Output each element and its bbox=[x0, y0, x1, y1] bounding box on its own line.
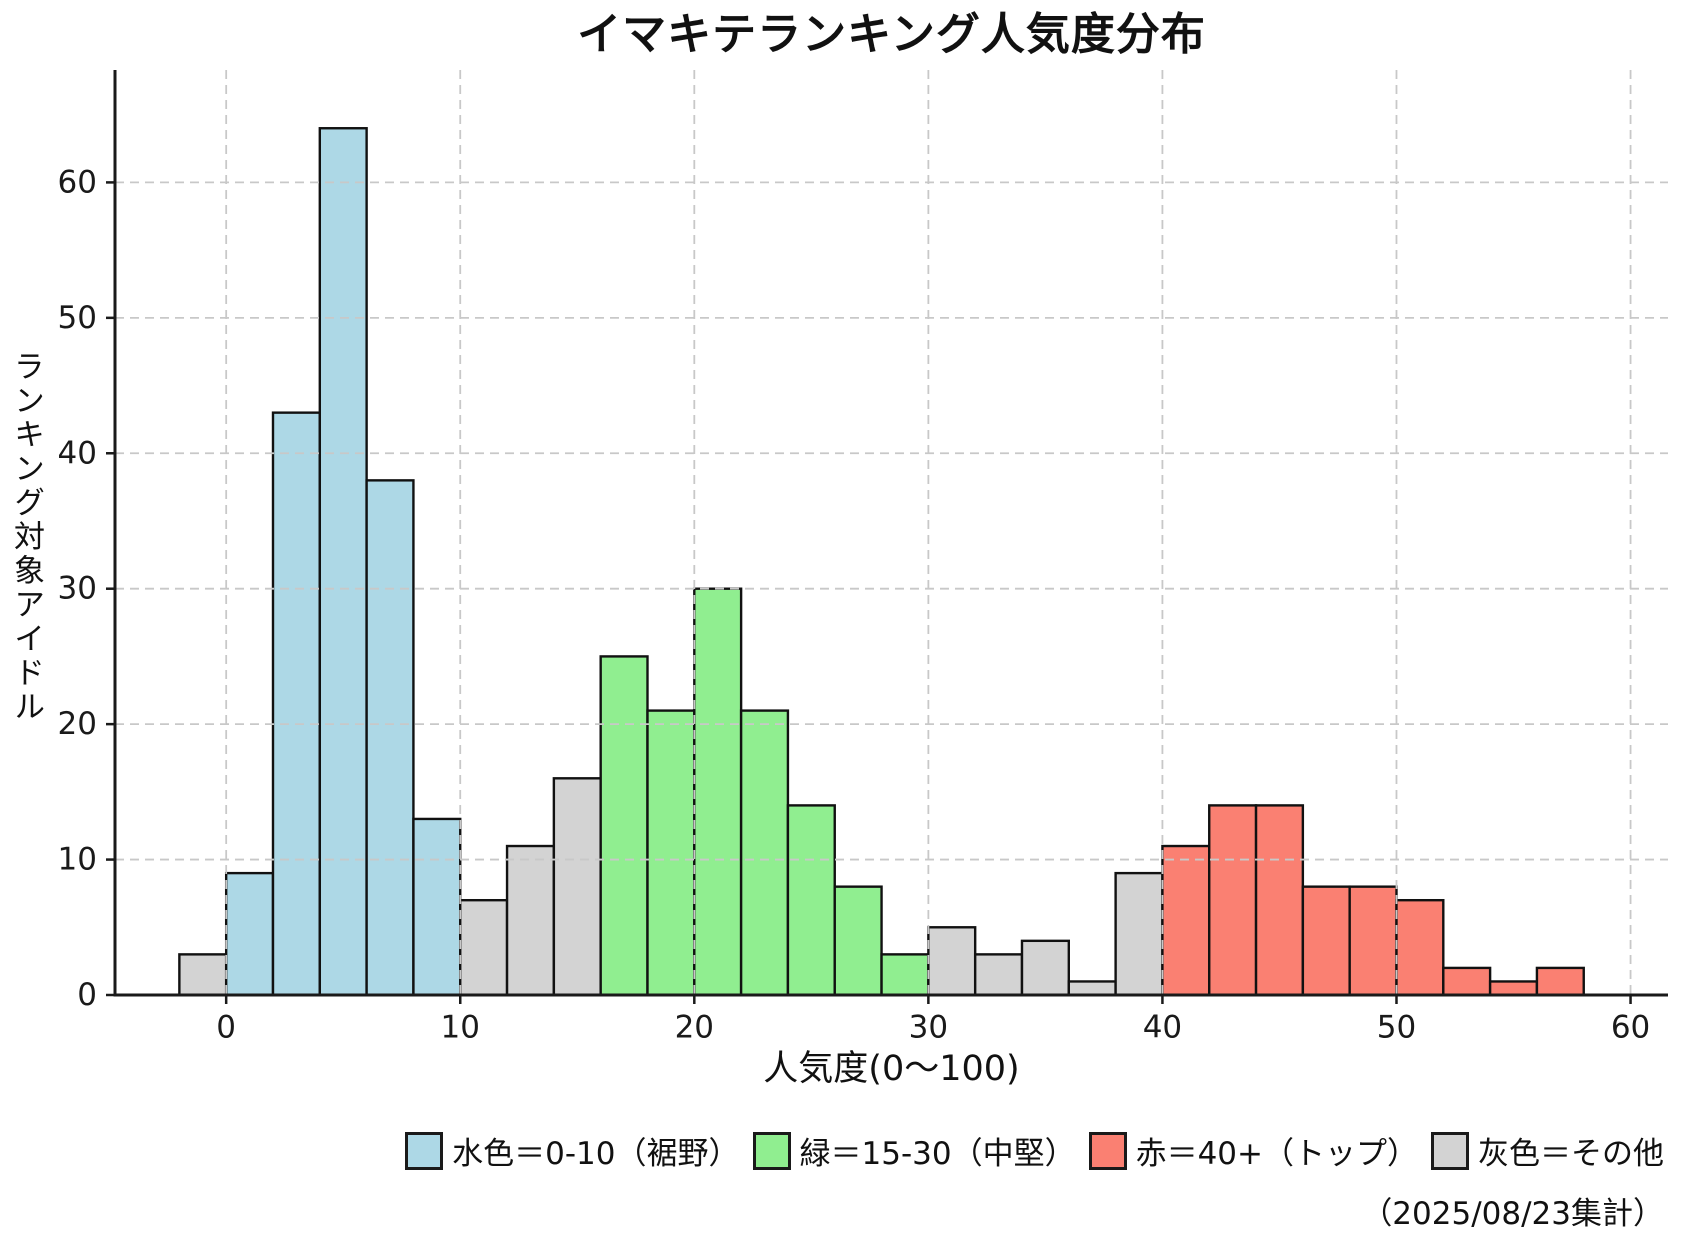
legend-swatch-icon bbox=[1431, 1131, 1469, 1170]
histogram-bar bbox=[973, 953, 1024, 997]
legend-item-label: 灰色＝その他 bbox=[1478, 1136, 1664, 1172]
x-axis-label: 人気度(0〜100) bbox=[763, 1049, 1020, 1089]
histogram-bar bbox=[505, 844, 556, 997]
histogram-bar bbox=[646, 709, 696, 997]
legend-item-label: 水色＝0-10（裾野） bbox=[452, 1136, 740, 1172]
histogram-bar bbox=[739, 709, 790, 997]
x-tick-label: 10 bbox=[441, 1009, 480, 1045]
legend-item: 赤＝40+（トップ） bbox=[1088, 1128, 1418, 1173]
histogram-bar bbox=[552, 777, 602, 997]
x-tick-label: 30 bbox=[909, 1009, 948, 1045]
legend-item: 水色＝0-10（裾野） bbox=[405, 1128, 740, 1173]
y-axis-label: ランキング対象アイドル bbox=[8, 350, 44, 724]
legend-item-label: 赤＝40+（トップ） bbox=[1135, 1136, 1418, 1172]
y-tick-label: 50 bbox=[58, 300, 97, 336]
x-tick-label: 40 bbox=[1143, 1009, 1182, 1045]
legend: 水色＝0-10（裾野） 緑＝15-30（中堅） 赤＝40+（トップ） 灰色＝その他 bbox=[405, 1128, 1664, 1173]
histogram-bar bbox=[271, 411, 322, 997]
histogram-bar bbox=[365, 479, 415, 997]
histogram-bar bbox=[1161, 844, 1211, 997]
histogram-bar bbox=[880, 953, 930, 997]
histogram-bar bbox=[786, 804, 836, 997]
histogram-bar bbox=[599, 655, 649, 997]
y-tick-label: 0 bbox=[77, 977, 97, 1013]
x-tick-label: 60 bbox=[1611, 1009, 1650, 1045]
y-tick-label: 30 bbox=[58, 571, 97, 607]
histogram-bar bbox=[1114, 871, 1164, 997]
histogram-bar bbox=[412, 817, 462, 997]
histogram-bar bbox=[693, 587, 743, 997]
histogram-bar bbox=[1067, 980, 1117, 997]
histogram-bar bbox=[1020, 939, 1071, 997]
x-tick-label: 0 bbox=[216, 1009, 236, 1045]
x-tick-label: 50 bbox=[1377, 1009, 1416, 1045]
histogram-bar bbox=[178, 953, 228, 997]
legend-item-label: 緑＝15-30（中堅） bbox=[799, 1136, 1076, 1172]
legend-swatch-icon bbox=[752, 1131, 791, 1170]
y-tick-label: 10 bbox=[58, 842, 97, 878]
footnote-date: （2025/08/23集計） bbox=[1361, 1196, 1664, 1232]
histogram-bar bbox=[1442, 966, 1492, 997]
y-tick-label: 40 bbox=[58, 435, 97, 471]
histogram-bar bbox=[833, 885, 883, 997]
y-tick-label: 60 bbox=[58, 164, 97, 200]
histogram-bar bbox=[1395, 898, 1445, 997]
histogram-bar bbox=[1488, 980, 1539, 997]
histogram-bar bbox=[1301, 885, 1351, 997]
chart-title: イマキテランキング人気度分布 bbox=[577, 9, 1206, 60]
histogram-bar bbox=[1348, 885, 1398, 997]
y-tick-label: 20 bbox=[58, 706, 97, 742]
histogram-bar bbox=[1208, 804, 1258, 997]
x-tick-label: 20 bbox=[675, 1009, 714, 1045]
histogram-bar bbox=[224, 871, 275, 997]
histogram-bar bbox=[318, 127, 368, 997]
legend-item: 緑＝15-30（中堅） bbox=[752, 1128, 1076, 1173]
histogram-bar bbox=[927, 926, 977, 997]
legend-item: 灰色＝その他 bbox=[1431, 1128, 1664, 1173]
histogram-bar bbox=[1535, 966, 1585, 997]
legend-swatch-icon bbox=[1088, 1131, 1127, 1170]
histogram-bar bbox=[459, 898, 509, 997]
histogram-bar bbox=[1254, 804, 1305, 997]
legend-swatch-icon bbox=[405, 1131, 444, 1170]
